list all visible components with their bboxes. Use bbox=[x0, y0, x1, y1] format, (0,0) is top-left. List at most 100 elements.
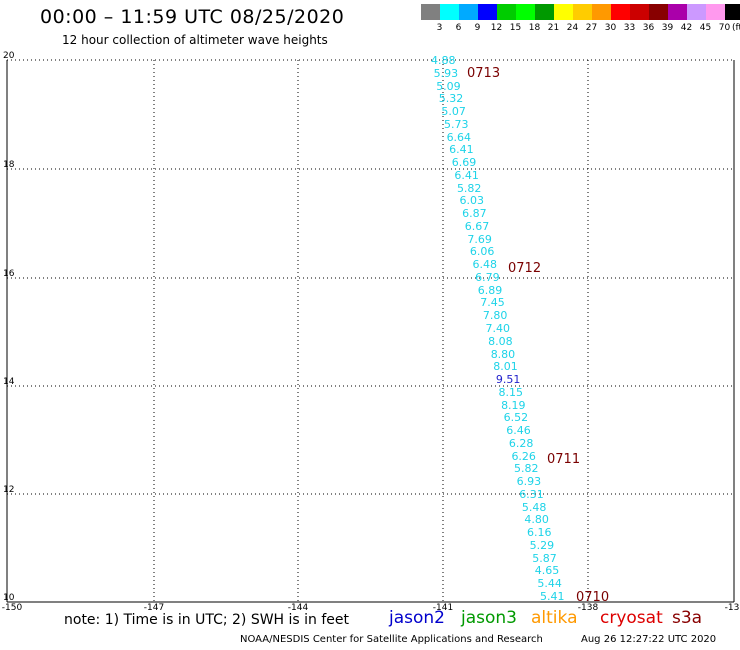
color-swatch bbox=[592, 4, 611, 20]
wave-height-value: 6.46 bbox=[506, 424, 531, 438]
color-swatch bbox=[440, 4, 459, 20]
longitude-label: -144 bbox=[287, 603, 309, 613]
wave-height-value: 4.80 bbox=[524, 513, 549, 527]
latitude-label: 10 bbox=[3, 593, 15, 603]
color-swatch bbox=[459, 4, 478, 20]
color-swatch bbox=[706, 4, 725, 20]
color-swatch bbox=[554, 4, 573, 20]
wave-height-value: 6.69 bbox=[451, 156, 477, 170]
wave-height-value: 6.06 bbox=[469, 245, 495, 259]
wave-height-value: 6.16 bbox=[527, 526, 552, 540]
color-scale-label: 6 bbox=[455, 23, 462, 33]
latitude-label: 16 bbox=[3, 269, 15, 279]
latitude-label: 20 bbox=[3, 51, 15, 61]
color-scale-label: 70 bbox=[718, 23, 731, 33]
wave-height-value: 5.87 bbox=[532, 551, 557, 565]
color-swatch bbox=[497, 4, 516, 20]
color-scale-label: 30 bbox=[604, 23, 617, 33]
longitude-label: -147 bbox=[143, 603, 165, 613]
wave-height-value: 4.88 bbox=[431, 54, 456, 67]
latitude-label: 18 bbox=[3, 160, 15, 170]
longitude-label: -13 bbox=[724, 603, 740, 613]
note-text: note: 1) Time is in UTC; 2) SWH is in fe… bbox=[64, 612, 350, 628]
color-swatch bbox=[649, 4, 668, 20]
color-scale-unit: (ft) bbox=[732, 23, 740, 33]
wave-height-value: 8.01 bbox=[493, 360, 518, 374]
color-swatch bbox=[611, 4, 630, 20]
wave-height-value: 8.19 bbox=[501, 398, 526, 412]
wave-height-value: 5.32 bbox=[438, 92, 464, 106]
wave-height-value: 6.41 bbox=[449, 143, 474, 157]
wave-height-value: 5.29 bbox=[529, 538, 555, 552]
time-marker: 0713 bbox=[467, 66, 501, 81]
color-scale-label: 12 bbox=[490, 23, 503, 33]
wave-height-value: 5.07 bbox=[441, 105, 466, 119]
wave-height-value: 5.48 bbox=[521, 500, 547, 514]
wave-height-value: 4.65 bbox=[534, 564, 560, 578]
color-scale-label: 45 bbox=[699, 23, 712, 33]
wave-height-value: 7.80 bbox=[482, 309, 508, 323]
wave-height-value: 9.51 bbox=[495, 373, 521, 387]
color-swatch bbox=[478, 4, 497, 20]
color-swatch bbox=[725, 4, 740, 20]
wave-height-value: 5.82 bbox=[456, 181, 482, 195]
color-scale-label: 15 bbox=[509, 23, 522, 33]
satellite-legend-s3a: s3a bbox=[672, 608, 703, 628]
color-scale-label: 39 bbox=[661, 23, 674, 33]
timestamp-text: Aug 26 12:27:22 UTC 2020 bbox=[581, 634, 717, 645]
wave-height-value: 5.44 bbox=[537, 577, 562, 591]
time-marker: 0711 bbox=[547, 452, 581, 467]
wave-height-value: 6.79 bbox=[475, 270, 500, 284]
color-scale-label: 24 bbox=[566, 23, 579, 33]
satellite-legend-jason2: jason2 bbox=[389, 608, 445, 628]
longitude-label: -138 bbox=[577, 603, 599, 613]
wave-height-value: 7.40 bbox=[485, 322, 511, 335]
color-scale-label: 33 bbox=[623, 23, 636, 33]
satellite-legend-altika: altika bbox=[531, 608, 578, 628]
wave-height-value: 6.89 bbox=[477, 283, 503, 297]
color-scale-label: 27 bbox=[585, 23, 598, 33]
satellite-legend-cryosat: cryosat bbox=[600, 608, 663, 628]
latitude-label: 14 bbox=[3, 377, 15, 387]
wave-height-value: 6.64 bbox=[446, 130, 472, 144]
wave-height-value: 6.87 bbox=[462, 207, 487, 221]
page-title: 00:00 – 11:59 UTC 08/25/2020 bbox=[40, 6, 345, 28]
wave-height-value: 8.08 bbox=[488, 334, 513, 348]
wave-height-value: 5.93 bbox=[433, 66, 459, 80]
time-marker: 0712 bbox=[508, 261, 542, 276]
color-swatch bbox=[573, 4, 592, 20]
wave-height-value: 7.69 bbox=[467, 232, 492, 246]
wave-height-value: 6.67 bbox=[464, 219, 490, 233]
color-scale-label: 42 bbox=[680, 23, 693, 33]
wave-height-value: 7.45 bbox=[480, 296, 505, 310]
wave-height-value: 5.09 bbox=[436, 79, 461, 93]
wave-height-value: 5.73 bbox=[443, 117, 469, 131]
satellite-legend-jason3: jason3 bbox=[461, 608, 517, 628]
latitude-label: 12 bbox=[3, 485, 15, 495]
color-swatch bbox=[516, 4, 535, 20]
color-swatch bbox=[630, 4, 649, 20]
color-swatch bbox=[535, 4, 554, 20]
wave-height-value: 8.80 bbox=[490, 347, 516, 361]
color-scale-label: 36 bbox=[642, 23, 655, 33]
longitude-label: -150 bbox=[1, 603, 23, 613]
color-scale-label: 21 bbox=[547, 23, 560, 33]
credit-text: NOAA/NESDIS Center for Satellite Applica… bbox=[240, 634, 543, 645]
wave-height-value: 8.15 bbox=[498, 385, 523, 399]
time-marker: 0710 bbox=[576, 590, 610, 605]
wave-height-value: 6.03 bbox=[459, 194, 485, 208]
wave-height-value: 5.82 bbox=[514, 462, 539, 476]
color-swatch bbox=[668, 4, 687, 20]
color-swatch bbox=[421, 4, 440, 20]
color-scale-label: 18 bbox=[528, 23, 541, 33]
longitude-label: -141 bbox=[432, 603, 454, 613]
wave-height-value: 6.52 bbox=[503, 411, 529, 425]
wave-height-value: 6.41 bbox=[454, 168, 479, 182]
wave-height-value: 6.28 bbox=[508, 436, 534, 450]
wave-height-value: 5.41 bbox=[540, 590, 565, 603]
page-subtitle: 12 hour collection of altimeter wave hei… bbox=[62, 33, 328, 47]
color-swatch bbox=[687, 4, 706, 20]
wave-height-value: 6.31 bbox=[519, 487, 544, 501]
wave-height-value: 6.48 bbox=[472, 258, 498, 272]
